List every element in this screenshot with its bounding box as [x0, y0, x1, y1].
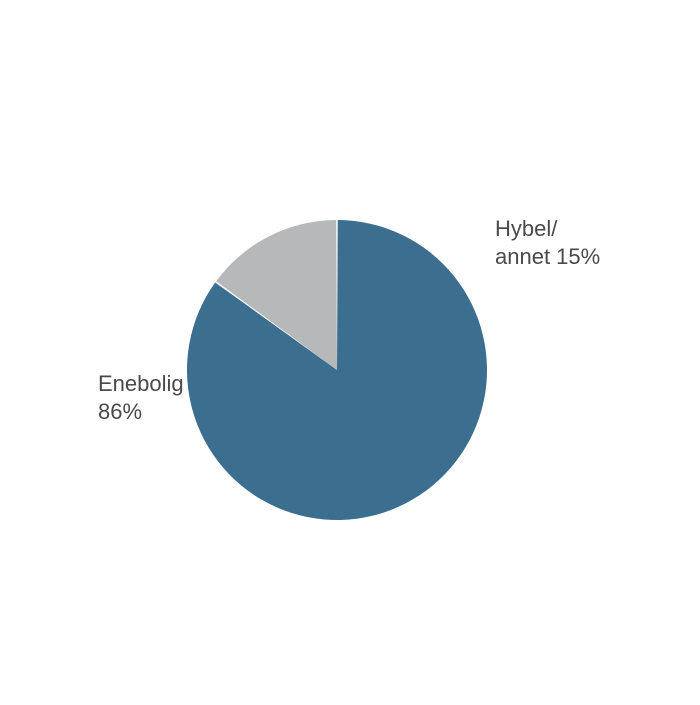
pie-chart: Enebolig 86% Hybel/ annet 15%	[0, 0, 700, 700]
slice-label-hybel: Hybel/ annet 15%	[495, 215, 600, 270]
slice-label-enebolig: Enebolig 86%	[98, 370, 184, 425]
pie-chart-svg	[0, 0, 700, 700]
